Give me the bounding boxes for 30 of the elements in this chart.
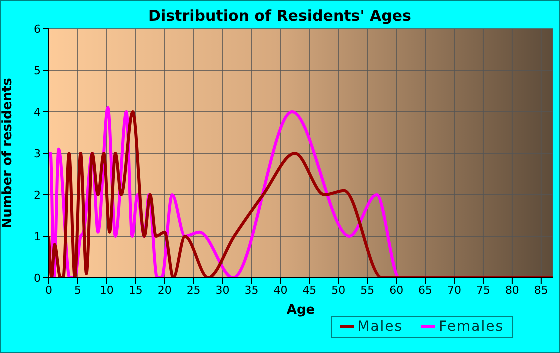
x-tick-label: 45 [302, 284, 317, 297]
x-tick-label: 30 [216, 284, 230, 297]
y-tick-label: 6 [34, 22, 41, 36]
legend-label: Females [438, 319, 504, 335]
x-tick-label: 35 [244, 284, 259, 297]
x-tick-label: 80 [505, 284, 520, 297]
x-tick-label: 60 [390, 284, 404, 297]
y-axis-title: Number of residents [0, 78, 16, 229]
x-tick-label: 85 [534, 284, 548, 297]
x-tick-label: 75 [476, 284, 490, 297]
y-tick-label: 2 [34, 188, 41, 202]
y-tick-label: 3 [34, 147, 41, 160]
x-tick-label: 20 [158, 284, 172, 297]
legend-label: Males [356, 319, 404, 335]
x-tick-label: 25 [186, 284, 201, 297]
x-tick-label: 10 [100, 284, 114, 297]
x-tick-label: 0 [46, 284, 52, 297]
y-tick-label: 5 [34, 64, 41, 78]
x-tick-label: 15 [128, 284, 143, 297]
chart-title: Distribution of Residents' Ages [148, 7, 412, 25]
x-axis-title: Age [286, 303, 316, 318]
x-tick-label: 70 [448, 284, 462, 297]
y-tick-label: 1 [34, 230, 41, 244]
x-tick-label: 5 [74, 284, 82, 297]
x-tick-label: 50 [332, 284, 346, 297]
y-tick-label: 4 [34, 106, 41, 119]
x-tick-label: 65 [418, 284, 433, 297]
x-tick-label: 40 [274, 284, 288, 297]
y-tick-label: 0 [34, 272, 41, 285]
x-tick-label: 55 [360, 284, 375, 297]
